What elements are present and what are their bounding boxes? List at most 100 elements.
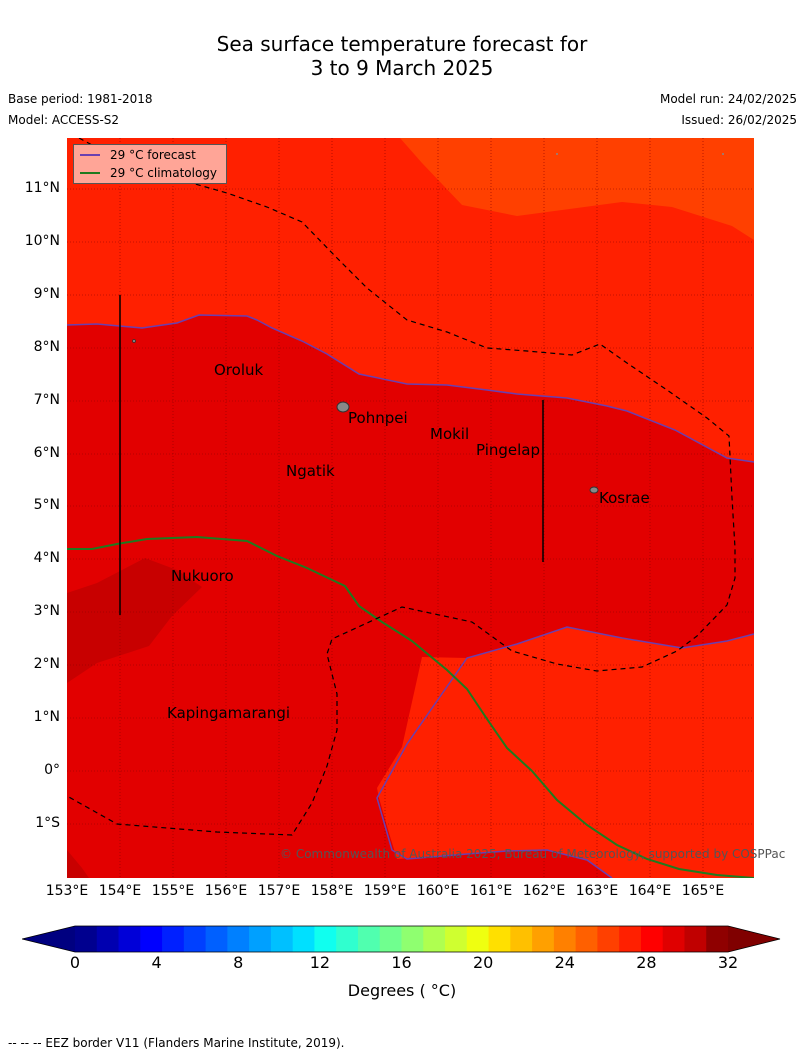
colorbar-segment [292,926,315,952]
colorbar-segment [227,926,250,952]
colorbar-under-extend [22,926,75,952]
lon-tick-label: 153°E [45,883,89,899]
colorbar-segment [249,926,272,952]
lat-tick-label: 3°N [33,603,60,620]
colorbar-segment [684,926,707,952]
legend-forecast-label: 29 °C forecast [110,148,196,162]
lat-tick-label: 2°N [33,656,60,673]
colorbar-segment [205,926,228,952]
colorbar-segment [140,926,163,952]
colorbar-label: Degrees ( °C) [347,981,457,1000]
lon-tick-label: 159°E [363,883,407,899]
colorbar-segment [96,926,120,952]
map-legend: 29 °C forecast 29 °C climatology [73,144,227,184]
colorbar-tick-label: 4 [151,953,162,972]
colorbar-tick-label: 28 [636,953,657,972]
legend-climatology-label: 29 °C climatology [110,166,218,180]
place-label-ngatik: Ngatik [286,462,335,480]
lon-tick-label: 164°E [628,883,672,899]
colorbar-segment [357,926,381,952]
temperature-colorbar [22,925,781,953]
lon-tick-label: 162°E [522,883,566,899]
colorbar-segment [575,926,598,952]
lat-tick-label: 0° [44,761,60,778]
colorbar-tick-label: 16 [391,953,412,972]
lat-tick-label: 8°N [33,338,60,355]
colorbar-segment [510,926,533,952]
colorbar-outline [22,925,781,953]
colorbar-tick-label: 32 [717,953,739,972]
title-line-2: 3 to 9 March 2025 [310,56,494,80]
lon-tick-label: 155°E [151,883,195,899]
map-title: Sea surface temperature forecast for 3 t… [0,32,804,80]
colorbar-segment [445,926,468,952]
lat-tick-label: 1°N [33,709,60,725]
climatology-29c-contour [67,535,754,878]
kosrae-island-shape [589,486,599,494]
colorbar-segment [466,926,490,952]
colorbar-tick-label: 20 [472,953,494,972]
colorbar-over-extend [728,926,780,952]
lon-tick-label: 165°E [681,883,725,899]
model-text: Model: ACCESS-S2 [8,113,120,127]
colorbar-segment [597,926,620,952]
lon-tick-label: 154°E [98,883,142,899]
colorbar-segment [270,926,294,952]
lat-tick-label: 6°N [33,444,60,461]
colorbar-segment [488,926,511,952]
sst-region-30-corner [67,850,89,878]
islet-marker [722,153,724,155]
colorbar-segment [532,926,555,952]
sst-region-30 [67,558,202,683]
colorbar-segment [423,926,446,952]
sst-map: Oroluk Pohnpei Mokil Pingelap Ngatik Kos… [67,138,754,878]
colorbar-segment [640,926,664,952]
lon-tick-label: 156°E [204,883,248,899]
legend-climatology-entry: 29 °C climatology [80,164,217,182]
colorbar-segment [314,926,337,952]
lat-tick-label: 5°N [33,497,60,514]
title-line-1: Sea surface temperature forecast for [216,32,588,56]
eez-footnote: -- -- -- EEZ border V11 (Flanders Marine… [8,1036,345,1050]
colorbar-tick-label: 0 [69,953,81,972]
base-period-text: Base period: 1981-2018 [8,92,153,106]
lon-tick-label: 161°E [469,883,513,899]
lat-tick-label: 11°N [24,180,60,196]
colorbar-segment [662,926,685,952]
sst-region-29 [67,315,754,878]
islet-marker [556,153,558,155]
place-label-oroluk: Oroluk [214,361,264,379]
colorbar-tick-label: 8 [233,953,244,972]
eez-border [67,138,736,836]
colorbar-segment [75,926,98,952]
colorbar-segment [379,926,402,952]
legend-forecast-entry: 29 °C forecast [80,146,196,164]
model-run-text: Model run: 24/02/2025 [659,92,797,106]
lat-tick-label: 9°N [33,285,60,302]
colorbar-segment [553,926,577,952]
forecast-29c-contour [67,314,754,463]
colorbar-segment [706,926,729,952]
climatology-line-swatch [80,172,100,174]
colorbar-tick-label: 24 [554,953,575,972]
colorbar-segment [619,926,642,952]
pohnpei-island-shape [336,401,350,413]
lon-tick-label: 157°E [257,883,301,899]
lat-tick-label: 1°S [35,814,60,831]
forecast-line-swatch [80,154,100,156]
colorbar-segment [336,926,359,952]
forecast-29c-contour-south [376,626,754,878]
copyright-text: © Commonwealth of Australia 2025, Bureau… [280,847,786,861]
place-label-pohnpei: Pohnpei [348,409,408,427]
colorbar-segment [183,926,207,952]
map-canvas [67,138,754,878]
lon-tick-label: 160°E [416,883,460,899]
colorbar-segment [401,926,424,952]
lat-tick-label: 10°N [24,232,60,249]
lon-tick-label: 163°E [575,883,619,899]
lat-tick-label: 7°N [33,391,60,408]
colorbar-segment [162,926,185,952]
lon-tick-label: 158°E [310,883,354,899]
place-label-mokil: Mokil [430,425,470,443]
place-label-nukuoro: Nukuoro [171,567,234,585]
